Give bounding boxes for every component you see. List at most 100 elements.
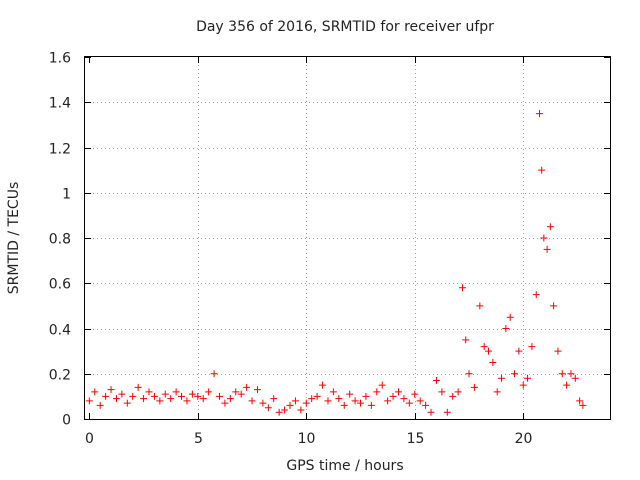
data-point xyxy=(432,377,440,385)
data-point xyxy=(378,381,386,389)
data-point xyxy=(172,388,180,396)
y-tick-label: 0 xyxy=(62,413,71,429)
data-point xyxy=(145,388,153,396)
y-tick-label: 0.4 xyxy=(49,323,71,339)
data-point xyxy=(118,390,126,398)
x-axis-label: GPS time / hours xyxy=(286,458,403,474)
data-point xyxy=(302,399,310,407)
data-series xyxy=(85,110,587,416)
data-point xyxy=(563,381,571,389)
data-point xyxy=(438,388,446,396)
data-point xyxy=(346,390,354,398)
plot-frame xyxy=(84,56,611,420)
data-point xyxy=(465,370,473,378)
data-point xyxy=(373,388,381,396)
data-point xyxy=(554,347,562,355)
data-point xyxy=(205,388,213,396)
data-point xyxy=(558,370,566,378)
data-point xyxy=(210,370,218,378)
data-point xyxy=(540,234,548,242)
data-point xyxy=(221,399,229,407)
series-srmtid xyxy=(85,110,587,416)
data-point xyxy=(335,395,343,403)
data-point xyxy=(351,397,359,405)
data-point xyxy=(579,401,587,409)
x-tick-label: 10 xyxy=(298,431,316,447)
data-point xyxy=(226,395,234,403)
grid-lines xyxy=(85,57,610,419)
data-point xyxy=(476,302,484,310)
data-point xyxy=(416,397,424,405)
data-point xyxy=(216,392,224,400)
data-point xyxy=(140,395,148,403)
data-point xyxy=(567,370,575,378)
y-tick-label: 1 xyxy=(62,187,71,203)
data-point xyxy=(291,397,299,405)
data-point xyxy=(454,388,462,396)
data-point xyxy=(319,381,327,389)
data-point xyxy=(275,408,283,416)
data-point xyxy=(538,166,546,174)
data-point xyxy=(550,302,558,310)
data-point xyxy=(313,392,321,400)
data-point xyxy=(519,381,527,389)
x-tick-label: 5 xyxy=(194,431,203,447)
data-point xyxy=(411,390,419,398)
data-point xyxy=(324,397,332,405)
data-point xyxy=(362,392,370,400)
data-point xyxy=(384,397,392,405)
data-point xyxy=(511,370,519,378)
data-point xyxy=(281,406,289,414)
data-point xyxy=(543,245,551,253)
data-point xyxy=(150,392,158,400)
data-point xyxy=(286,401,294,409)
x-tick-label: 0 xyxy=(85,431,94,447)
data-point xyxy=(515,347,523,355)
x-tick-label: 20 xyxy=(515,431,533,447)
data-point xyxy=(546,223,554,231)
data-point xyxy=(462,336,470,344)
data-point xyxy=(498,374,506,382)
data-point xyxy=(485,347,493,355)
data-point xyxy=(400,395,408,403)
data-point xyxy=(297,406,305,414)
data-point xyxy=(449,392,457,400)
data-point xyxy=(188,390,196,398)
data-point xyxy=(107,386,115,394)
data-point xyxy=(357,399,365,407)
data-point xyxy=(576,397,584,405)
data-point xyxy=(443,408,451,416)
data-point xyxy=(134,383,142,391)
x-axis-ticks: 0 5 10 15 20 xyxy=(85,57,532,447)
data-point xyxy=(389,392,397,400)
data-point xyxy=(480,343,488,351)
data-point xyxy=(96,401,104,409)
data-point xyxy=(458,284,466,292)
data-point xyxy=(427,408,435,416)
y-tick-label: 0.8 xyxy=(49,232,71,248)
data-point xyxy=(264,404,272,412)
data-point xyxy=(470,383,478,391)
data-point xyxy=(167,395,175,403)
data-point xyxy=(422,401,430,409)
data-point xyxy=(183,397,191,405)
data-point xyxy=(259,399,267,407)
data-point xyxy=(535,110,543,118)
data-point xyxy=(199,395,207,403)
y-tick-label: 0.2 xyxy=(49,368,71,384)
data-point xyxy=(243,383,251,391)
data-point xyxy=(102,392,110,400)
data-point xyxy=(161,390,169,398)
data-point xyxy=(129,392,137,400)
data-point xyxy=(178,392,186,400)
data-point xyxy=(248,397,256,405)
y-tick-label: 1.6 xyxy=(49,51,71,67)
data-point xyxy=(524,374,532,382)
data-point xyxy=(489,358,497,366)
data-point xyxy=(237,390,245,398)
y-tick-label: 1.2 xyxy=(49,142,71,158)
data-point xyxy=(91,388,99,396)
data-point xyxy=(329,388,337,396)
